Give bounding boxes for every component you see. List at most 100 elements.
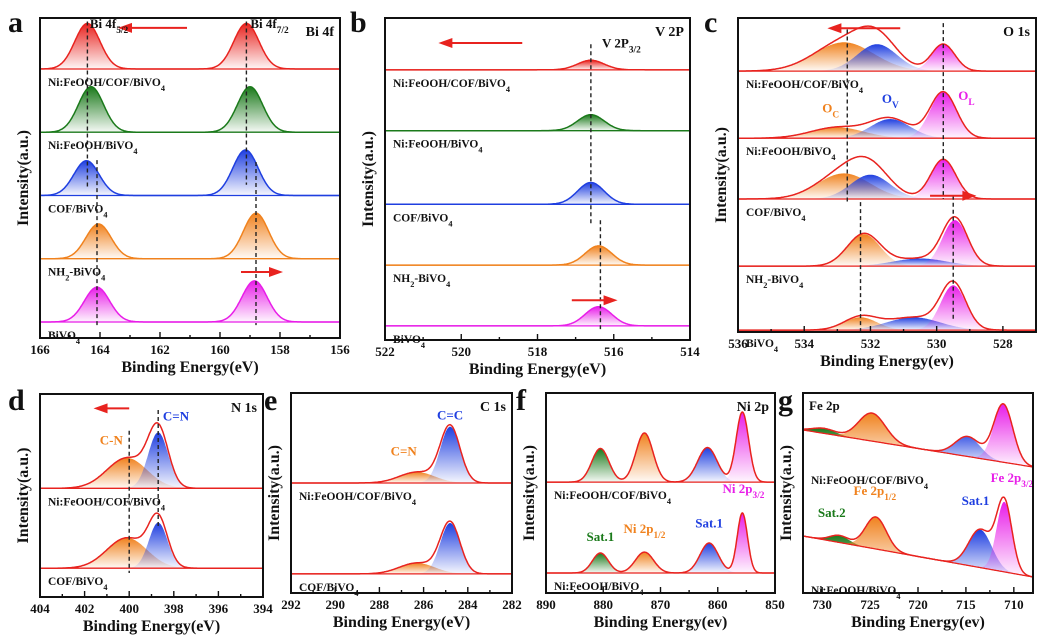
peak-annotation: V 2P3/2 <box>602 35 641 55</box>
peak-component-fill <box>291 523 512 574</box>
spectrum <box>738 155 1036 200</box>
spectrum <box>40 422 263 490</box>
envelope-line <box>803 403 1033 468</box>
spectrum-label: Ni:FeOOH/BiVO4 <box>554 581 644 597</box>
x-tick-label: 516 <box>604 344 624 359</box>
peak-component-fill <box>40 23 340 69</box>
envelope-line <box>546 512 775 574</box>
x-tick-label: 158 <box>270 342 290 357</box>
y-axis-label: Intensity(a.u.) <box>713 127 730 223</box>
shift-arrow <box>118 22 187 33</box>
panel-f: Ni:FeOOH/COF/BiVO4 Ni:FeOOH/BiVO4 Ni 2p3/2… <box>516 384 785 631</box>
x-tick-label: 850 <box>765 597 785 612</box>
envelope-line <box>40 149 340 197</box>
envelope-line <box>291 520 512 575</box>
peak-component-fill <box>738 317 1036 331</box>
peak-component-fill <box>546 412 775 483</box>
peak-component-fill <box>385 114 690 131</box>
peak-component-fill <box>40 86 340 133</box>
spectrum <box>40 22 340 70</box>
panel-letter: a <box>8 6 23 39</box>
envelope-line <box>385 245 690 266</box>
x-tick-label: 720 <box>908 597 928 612</box>
x-tick-label: 394 <box>253 601 273 616</box>
envelope-line <box>40 22 340 70</box>
peak-component-fill <box>546 447 775 483</box>
x-axis-label: Binding Energy(eV) <box>121 359 258 376</box>
plot-area <box>291 423 512 575</box>
x-tick-label: 880 <box>594 597 614 612</box>
x-tick-label: 284 <box>458 597 478 612</box>
peak-annotation: C=N <box>391 444 418 459</box>
envelope-line <box>40 280 340 323</box>
peak-component-fill <box>803 428 1033 467</box>
panels: Ni:FeOOH/COF/BiVO4 Ni:FeOOH/BiVO4 COF/BiVO… <box>8 6 1037 635</box>
peak-component-fill <box>291 563 512 574</box>
spectrum <box>385 245 690 266</box>
peak-annotation: Sat.1 <box>586 529 614 544</box>
peak-annotation: C=N <box>163 408 190 423</box>
peak-annotation: Fe 2p1/2 <box>854 483 897 503</box>
y-axis-label: Intensity(a.u.) <box>521 445 538 541</box>
panel-title: Fe 2p <box>809 398 840 413</box>
peak-component-fill <box>803 501 1033 577</box>
spectrum-label: Ni:FeOOH/COF/BiVO4 <box>746 79 863 95</box>
y-axis-label: Intensity(a.u.) <box>15 447 32 543</box>
peak-component-fill <box>738 44 1036 72</box>
x-axis-label: Binding Energy(ev) <box>820 353 954 370</box>
panel-b: Ni:FeOOH/COF/BiVO4 Ni:FeOOH/BiVO4 COF/BiVO… <box>350 6 700 378</box>
envelope-line <box>738 25 1036 72</box>
peak-component-fill <box>40 537 263 569</box>
spectrum <box>546 512 775 574</box>
x-axis-label: Binding Energy(eV) <box>83 618 220 635</box>
shift-arrow <box>93 403 130 414</box>
spectrum-label: NH2-BiVO4 <box>746 274 803 290</box>
x-tick-label: 288 <box>370 597 390 612</box>
panel-title: Bi 4f <box>306 25 335 40</box>
x-axis-label: Binding Energy(eV) <box>469 361 606 378</box>
panel-e: Ni:FeOOH/COF/BiVO4 COF/BiVO4 C=N C=C 292 290 2… <box>264 384 522 631</box>
spectrum <box>385 59 690 71</box>
spectrum-label: Ni:FeOOH/COF/BiVO4 <box>811 475 928 491</box>
peak-component-fill <box>40 23 340 69</box>
peak-annotation: OV <box>882 91 899 111</box>
x-tick-label: 292 <box>281 597 301 612</box>
x-tick-label: 286 <box>414 597 434 612</box>
peak-component-fill <box>291 472 512 483</box>
peak-annotation: OC <box>822 101 839 121</box>
peak-component-fill <box>385 182 690 205</box>
envelope-line <box>738 216 1036 267</box>
spectrum-label: Ni:FeOOH/COF/BiVO4 <box>48 77 165 93</box>
panel-letter: c <box>704 6 717 39</box>
spectrum <box>40 85 340 133</box>
spectrum-label: Ni:FeOOH/COF/BiVO4 <box>554 490 671 506</box>
y-axis-label: Intensity(a.u.) <box>15 130 32 226</box>
x-tick-label: 398 <box>164 601 184 616</box>
peak-component-fill <box>40 150 340 196</box>
envelope-line <box>738 280 1036 331</box>
spectrum <box>385 305 690 327</box>
spectrum-label: Ni:FeOOH/BiVO4 <box>746 146 836 162</box>
spectrum <box>40 280 340 323</box>
panel-title: Ni 2p <box>737 400 770 415</box>
peak-component-fill <box>40 522 263 569</box>
peak-component-fill <box>738 42 1036 72</box>
plot-area <box>40 422 263 569</box>
spectrum-label: Ni:FeOOH/BiVO4 <box>48 140 138 156</box>
panel-title: C 1s <box>480 400 507 415</box>
plot-frame <box>737 17 1037 333</box>
x-tick-label: 156 <box>330 342 350 357</box>
panel-letter: b <box>350 6 367 39</box>
shift-arrow <box>241 267 283 278</box>
peak-annotation: Sat.2 <box>818 505 846 520</box>
x-tick-label: 400 <box>119 601 139 616</box>
peak-component-fill <box>40 287 340 322</box>
shift-arrow <box>571 295 618 306</box>
spectrum-label: COF/BiVO4 <box>746 207 806 223</box>
spectrum <box>803 403 1033 468</box>
x-tick-label: 860 <box>708 597 728 612</box>
x-tick-label: 520 <box>452 344 472 359</box>
x-tick-label: 514 <box>680 344 700 359</box>
x-tick-label: 162 <box>150 342 170 357</box>
